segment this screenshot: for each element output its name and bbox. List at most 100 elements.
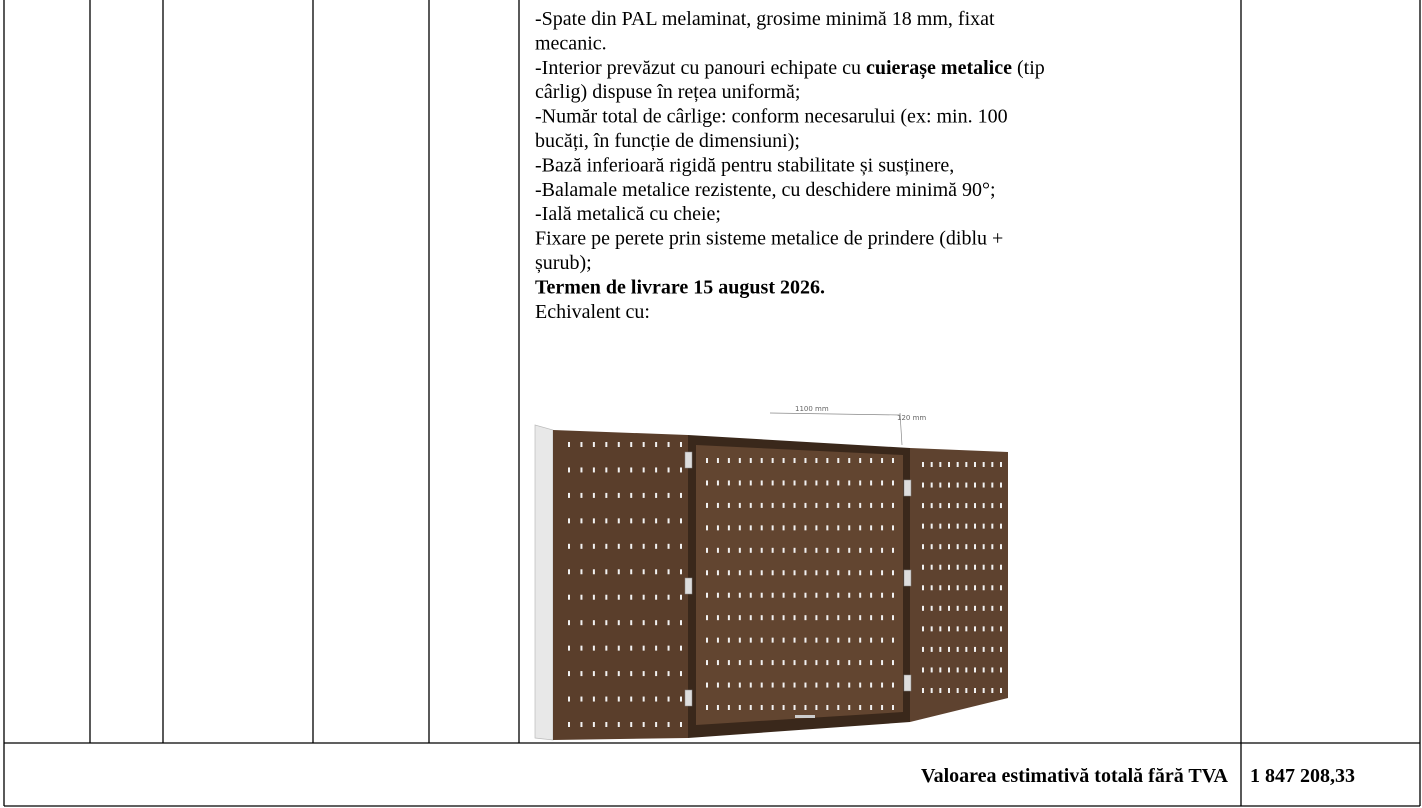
peg-hole [580, 696, 583, 702]
peg-hole [617, 645, 620, 651]
peg-hole [965, 688, 968, 693]
peg-hole [617, 543, 620, 549]
peg-hole [804, 502, 807, 508]
peg-hole [749, 660, 752, 666]
peg-hole [568, 442, 570, 447]
peg-hole [870, 458, 873, 463]
peg-hole [771, 525, 774, 531]
peg-hole [922, 646, 924, 652]
peg-hole [991, 688, 994, 693]
peg-hole [793, 547, 796, 553]
peg-hole [771, 547, 774, 553]
peg-hole [760, 525, 763, 531]
peg-hole [727, 637, 730, 643]
peg-hole [727, 458, 730, 463]
peg-hole [580, 671, 583, 677]
peg-hole [782, 570, 785, 576]
peg-hole [592, 696, 595, 702]
peg-hole [782, 480, 785, 486]
peg-hole [642, 722, 645, 727]
peg-hole [716, 458, 719, 463]
peg-hole [592, 467, 595, 473]
peg-hole [605, 442, 608, 447]
peg-hole [859, 615, 862, 621]
peg-hole [930, 626, 933, 632]
peg-hole [974, 585, 976, 591]
peg-hole [630, 442, 633, 447]
peg-hole [617, 442, 620, 447]
peg-hole [881, 502, 884, 508]
peg-hole [592, 671, 595, 677]
peg-hole [605, 594, 608, 600]
peg-hole [580, 518, 583, 524]
peg-hole [617, 492, 620, 498]
peg-hole [749, 615, 752, 621]
peg-hole [948, 688, 950, 693]
peg-hole [848, 660, 851, 666]
peg-hole [1000, 605, 1002, 611]
peg-hole [804, 637, 807, 643]
peg-hole [991, 667, 994, 673]
peg-hole [892, 592, 894, 598]
peg-hole [974, 462, 976, 467]
peg-hole [965, 646, 968, 652]
peg-hole [568, 620, 570, 626]
peg-hole [815, 547, 818, 553]
peg-hole [804, 705, 807, 710]
peg-hole [580, 620, 583, 626]
peg-hole [738, 615, 741, 621]
peg-hole [974, 523, 976, 529]
peg-hole [870, 502, 873, 508]
peg-hole [1000, 564, 1002, 570]
peg-hole [716, 525, 719, 531]
peg-hole [738, 570, 741, 576]
hinge [684, 451, 693, 469]
peg-hole [939, 482, 942, 488]
peg-hole [738, 502, 741, 508]
peg-hole [680, 518, 682, 524]
peg-hole [782, 637, 785, 643]
peg-hole [680, 594, 682, 600]
peg-hole [680, 442, 682, 447]
peg-hole [580, 467, 583, 473]
peg-hole [974, 482, 976, 488]
peg-hole [815, 615, 818, 621]
peg-hole [655, 442, 658, 447]
peg-hole [930, 544, 933, 550]
peg-hole [605, 543, 608, 549]
peg-hole [982, 626, 985, 632]
peg-hole [749, 705, 752, 710]
peg-hole [655, 569, 658, 575]
peg-hole [580, 442, 583, 447]
peg-hole [826, 458, 829, 463]
peg-hole [655, 594, 658, 600]
peg-hole [956, 605, 959, 611]
peg-hole [848, 480, 851, 486]
peg-hole [655, 518, 658, 524]
peg-hole [630, 569, 633, 575]
peg-hole [793, 637, 796, 643]
peg-hole [991, 646, 994, 652]
peg-hole [826, 615, 829, 621]
peg-hole [1000, 626, 1002, 632]
peg-hole [630, 645, 633, 651]
peg-hole [948, 482, 950, 488]
peg-hole [848, 502, 851, 508]
peg-hole [760, 592, 763, 598]
peg-hole [930, 688, 933, 693]
peg-hole [974, 503, 976, 509]
peg-hole [982, 523, 985, 529]
text-segment: -Interior prevăzut cu panouri echipate c… [535, 57, 866, 79]
peg-hole [727, 525, 730, 531]
peg-hole [793, 458, 796, 463]
peg-hole [605, 722, 608, 727]
peg-hole [892, 547, 894, 553]
description-line: -Spate din PAL melaminat, grosime minimă… [535, 8, 995, 30]
peg-hole [892, 682, 894, 688]
peg-hole [667, 518, 670, 524]
peg-hole [667, 442, 670, 447]
description-line: cârlig) dispuse în rețea uniformă; [535, 81, 800, 103]
peg-hole [642, 569, 645, 575]
peg-hole [667, 569, 670, 575]
peg-hole [804, 682, 807, 688]
